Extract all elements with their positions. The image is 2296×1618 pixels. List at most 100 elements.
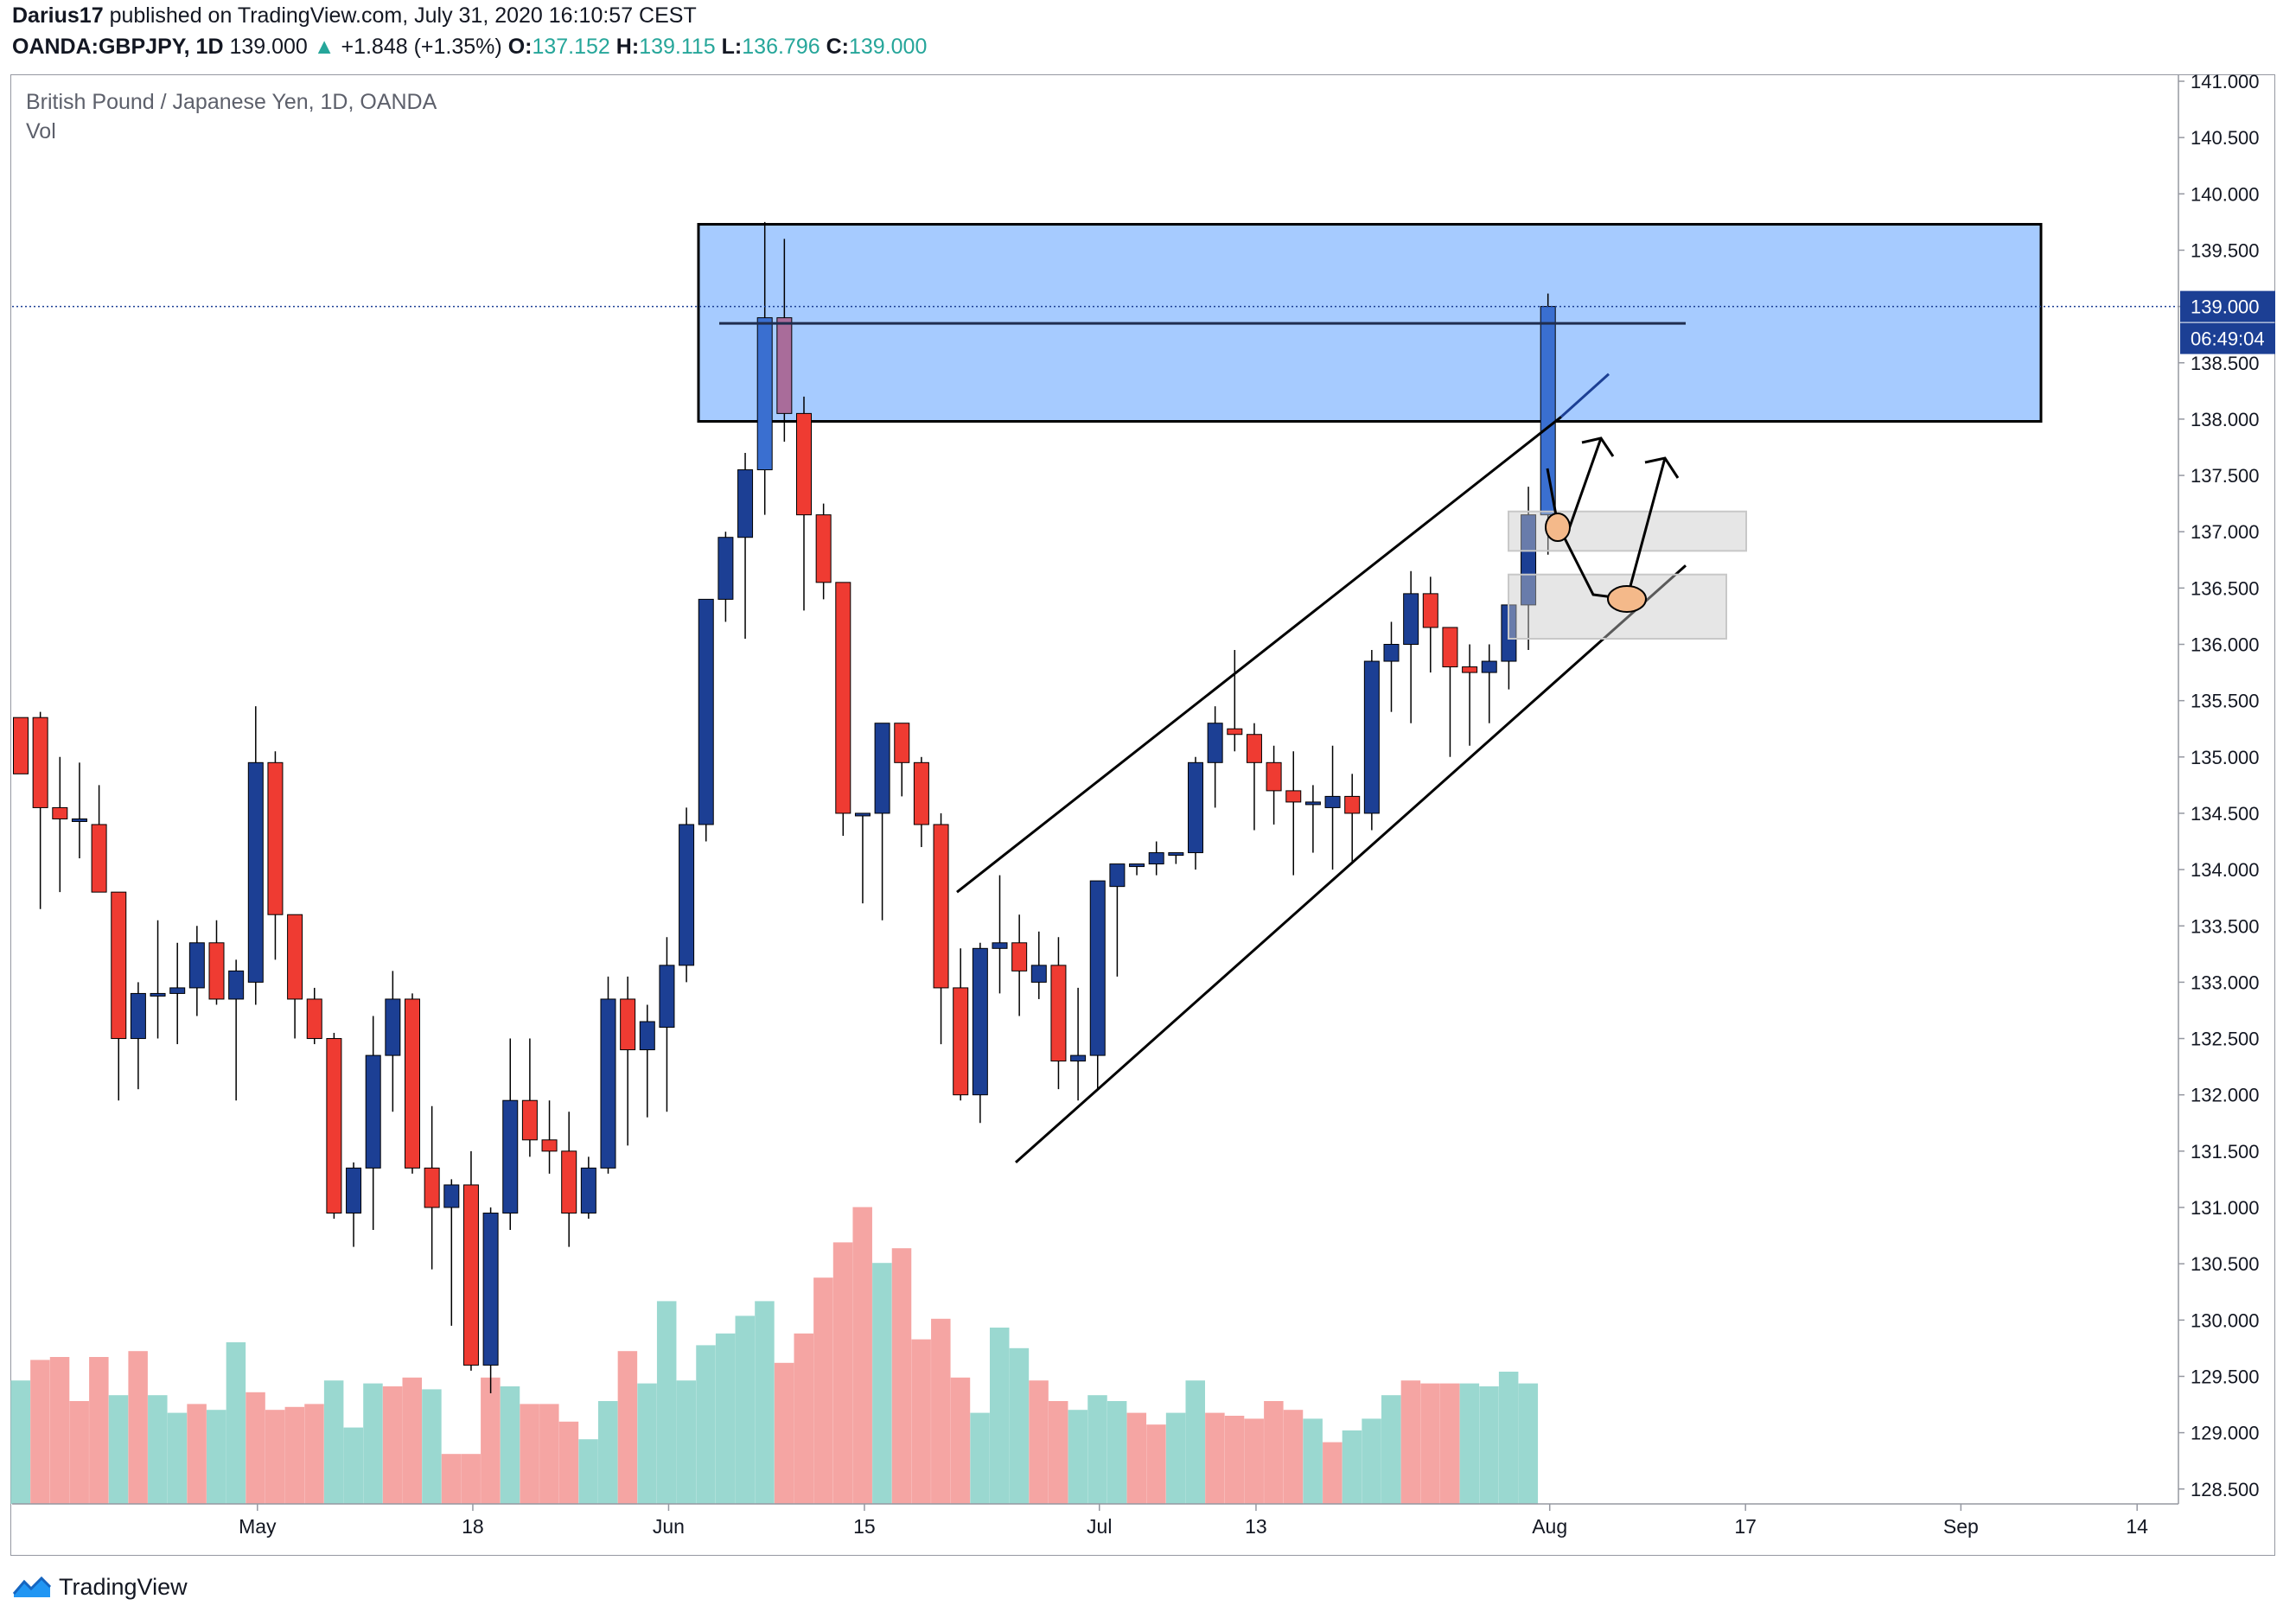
price-tick-label: 132.000: [2191, 1085, 2260, 1106]
channel-upper-extension[interactable]: [1559, 373, 1610, 418]
chart-legend-title: British Pound / Japanese Yen, 1D, OANDA: [26, 90, 437, 114]
symbol-label[interactable]: OANDA:GBPJPY, 1D: [12, 35, 224, 59]
volume-bar: [108, 1395, 129, 1504]
candle-body: [521, 1099, 538, 1141]
time-tick-label: 13: [1245, 1515, 1267, 1538]
volume-bar: [1479, 1386, 1499, 1504]
price-tick-label: 137.500: [2191, 465, 2260, 487]
volume-bar: [1087, 1395, 1107, 1504]
candle-body: [1050, 965, 1067, 1062]
touch-marker: [1607, 585, 1647, 613]
price-tick-label: 133.500: [2191, 915, 2260, 937]
candle-body: [385, 998, 401, 1056]
close-label: C:: [826, 35, 849, 59]
candle-body: [306, 998, 322, 1040]
volume-bar: [813, 1277, 833, 1504]
publisher-name[interactable]: Darius17: [12, 3, 104, 28]
candle-body: [52, 806, 68, 819]
candle-body: [796, 412, 812, 516]
published-text: published on TradingView.com, July 31, 2…: [109, 3, 697, 28]
volume-bar: [715, 1333, 736, 1504]
candle-body: [365, 1054, 381, 1169]
footer-branding[interactable]: TradingView: [12, 1570, 188, 1604]
volume-bar: [500, 1386, 520, 1504]
price-tick-label: 134.000: [2191, 859, 2260, 881]
candle-body: [326, 1038, 342, 1214]
channel-lower-line[interactable]: [1015, 564, 1687, 1163]
candle-body: [405, 998, 420, 1169]
candle-body: [247, 761, 264, 983]
candle-body: [443, 1184, 460, 1208]
candle-body: [228, 970, 245, 1000]
projection-arrowhead-2[interactable]: [1644, 456, 1680, 479]
channel-upper-line[interactable]: [956, 416, 1562, 894]
volume-bar: [617, 1351, 638, 1504]
candle-body: [71, 818, 87, 822]
volume-bar: [323, 1380, 344, 1504]
volume-bar: [10, 1380, 30, 1504]
volume-bars: [10, 1207, 1539, 1504]
volume-bar: [1068, 1410, 1088, 1504]
price-tick-label: 131.500: [2191, 1141, 2260, 1163]
price-tick-label: 128.500: [2191, 1479, 2260, 1500]
volume-bar: [1400, 1380, 1421, 1504]
volume-bar: [382, 1386, 403, 1504]
price-tick-label: 134.500: [2191, 803, 2260, 825]
volume-bar: [1205, 1412, 1225, 1504]
volume-bar: [187, 1404, 207, 1504]
candle-body: [718, 537, 734, 600]
volume-bar: [1009, 1347, 1030, 1504]
open-label: O:: [507, 35, 533, 59]
volume-bar: [226, 1342, 246, 1504]
price-tick-label: 135.000: [2191, 747, 2260, 768]
last-price-badge-text: 139.000: [2191, 296, 2260, 318]
time-tick-label: 18: [462, 1515, 484, 1538]
candle-body: [111, 891, 127, 1040]
candle-body: [776, 317, 793, 414]
countdown-badge: [2180, 322, 2275, 354]
candle-body: [620, 998, 636, 1051]
volume-bar: [598, 1401, 618, 1504]
volume-bar: [402, 1377, 422, 1504]
volume-bar: [1303, 1418, 1323, 1504]
candle-body: [679, 824, 695, 966]
volume-bar: [1264, 1401, 1284, 1504]
volume-bar: [520, 1404, 539, 1504]
candle-body: [462, 1184, 479, 1366]
projection-arrowhead-1[interactable]: [1581, 436, 1615, 457]
volume-bar: [891, 1248, 912, 1504]
time-tick-label: Jul: [1087, 1515, 1112, 1538]
candle-body: [815, 514, 832, 583]
volume-bar: [852, 1207, 872, 1504]
price-tick-label: 138.000: [2191, 409, 2260, 430]
candle-body: [502, 1099, 519, 1214]
candle-body: [1383, 644, 1400, 662]
low-value: 136.796: [742, 35, 820, 59]
candle-body: [91, 824, 107, 893]
volume-bar: [1185, 1380, 1205, 1504]
quote-line: OANDA:GBPJPY, 1D 139.000 ▲ +1.848 (+1.35…: [12, 35, 927, 60]
time-tick-label: 17: [1734, 1515, 1757, 1538]
volume-bar: [990, 1328, 1010, 1504]
volume-bar: [265, 1410, 285, 1504]
candle-body: [346, 1167, 362, 1214]
candle-body: [1344, 795, 1361, 814]
candle-body: [1070, 1054, 1087, 1062]
candle-body: [659, 965, 675, 1029]
candle-body: [972, 947, 988, 1096]
time-tick-label: 14: [2126, 1515, 2148, 1538]
demand-zone-1[interactable]: [1508, 510, 1747, 552]
high-label: H:: [615, 35, 640, 59]
volume-bar: [1381, 1395, 1401, 1504]
volume-bar: [49, 1357, 70, 1504]
candle-body: [1030, 965, 1047, 983]
volume-bar: [656, 1301, 677, 1504]
price-axis: 141.000 140.500 140.000 139.500 139.000 138.5…: [2178, 71, 2275, 1504]
candle-body: [267, 761, 284, 915]
volume-bar: [637, 1383, 657, 1504]
price-tick-label: 133.000: [2191, 971, 2260, 993]
price-tick-label: 137.000: [2191, 521, 2260, 543]
time-tick-label: May: [239, 1515, 277, 1538]
candle-body: [130, 992, 146, 1040]
